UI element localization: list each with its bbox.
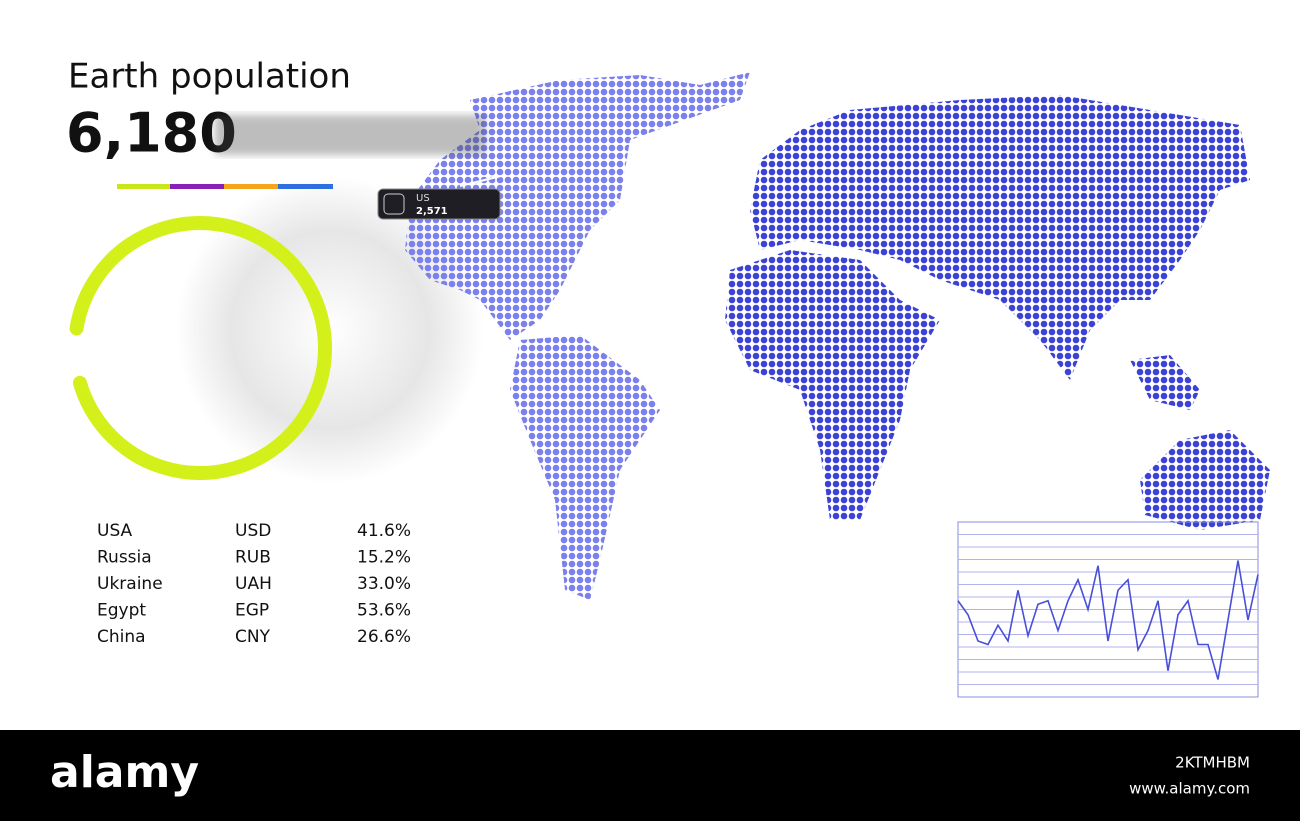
table-cell: Egypt <box>97 601 146 621</box>
world-map <box>405 72 1270 600</box>
table-cell: CNY <box>235 627 271 647</box>
watermark-logo: alamy <box>50 747 199 798</box>
africa <box>725 250 940 520</box>
table-cell: 33.0% <box>357 574 411 594</box>
title: Earth population <box>68 57 351 97</box>
strip-lime <box>117 184 170 189</box>
north-america <box>405 72 750 340</box>
table-cell: USD <box>235 521 271 541</box>
strip-orange <box>224 184 278 189</box>
population-value: 6,180 <box>66 102 237 165</box>
table-cell: UAH <box>235 574 272 594</box>
australia <box>1140 430 1270 530</box>
blurred-digits <box>215 115 485 155</box>
watermark-id: 2KTMHBM <box>1175 754 1250 772</box>
table-cell: RUB <box>235 548 271 568</box>
tooltip-label: US <box>416 193 430 204</box>
sparkline <box>957 560 1259 680</box>
table-cell: 15.2% <box>357 548 411 568</box>
eurasia <box>750 95 1250 380</box>
tooltip-icon <box>383 193 405 215</box>
strip-purple <box>170 184 224 189</box>
tooltip-value: 2,571 <box>416 206 448 217</box>
tooltip <box>377 188 501 220</box>
table-cell: 53.6% <box>357 601 411 621</box>
table-cell: Russia <box>97 548 152 568</box>
color-strip <box>68 184 333 189</box>
table-cell: Ukraine <box>97 574 163 594</box>
table-cell: China <box>97 627 146 647</box>
islands <box>1130 355 1200 410</box>
tooltip-pointer <box>459 174 506 187</box>
sparkline-grid <box>958 534 1258 685</box>
strip-blue <box>278 184 333 189</box>
progress-ring <box>69 216 332 480</box>
watermark-url: www.alamy.com <box>1129 780 1250 798</box>
south-america <box>510 335 660 600</box>
table-cell: 41.6% <box>357 521 411 541</box>
table-cell: 26.6% <box>357 627 411 647</box>
watermark-band <box>0 730 1300 821</box>
strip-white <box>68 184 117 189</box>
table-cell: USA <box>97 521 133 541</box>
table-cell: EGP <box>235 601 269 621</box>
